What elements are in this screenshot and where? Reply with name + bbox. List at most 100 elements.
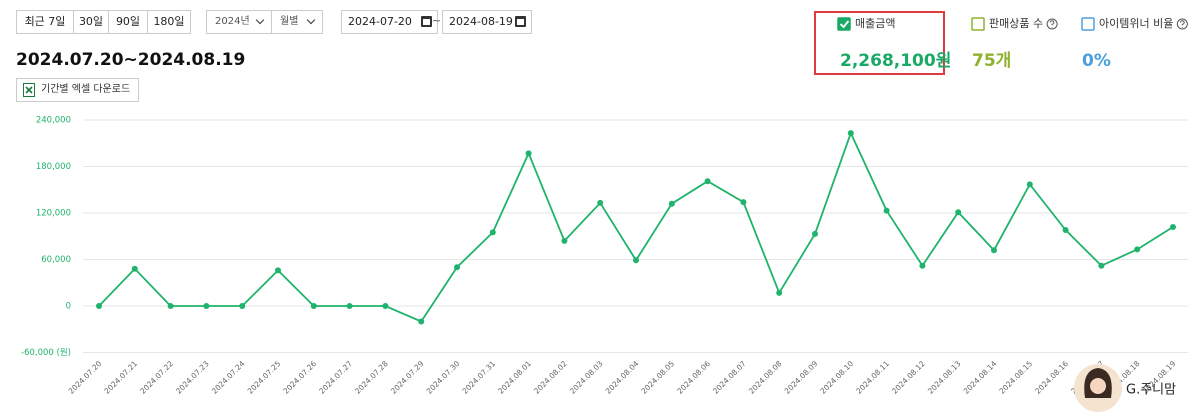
y-tick-label: 240,000 <box>36 116 71 126</box>
data-point <box>704 178 711 185</box>
data-point <box>561 237 568 244</box>
x-tick-label: 2024.08.12 <box>890 359 927 396</box>
y-tick-label: 180,000 <box>36 162 71 172</box>
data-point <box>740 199 747 206</box>
help-icon <box>1176 18 1188 30</box>
period-button[interactable]: 30일 <box>73 10 109 34</box>
help-icon-glyph <box>1180 20 1185 28</box>
data-point <box>131 265 138 272</box>
date-separator: ~ <box>432 14 442 27</box>
x-tick-label: 2024.07.28 <box>353 359 390 396</box>
data-point <box>239 303 246 309</box>
data-point <box>633 257 639 264</box>
data-point <box>382 303 389 309</box>
x-tick-label: 2024.07.25 <box>246 359 283 396</box>
x-tick-label: 2024.08.15 <box>997 359 1034 396</box>
x-tick-label: 2024.07.30 <box>425 359 462 396</box>
checkbox <box>1081 17 1095 31</box>
end-date[interactable]: 2024-08-19 <box>442 10 532 34</box>
watermark-text: G.주니맘 <box>1126 383 1176 398</box>
calendar-icon <box>421 16 432 27</box>
x-tick-label: 2024.08.11 <box>854 359 891 396</box>
help-icon <box>1046 18 1058 30</box>
x-tick-label: 2024.07.26 <box>281 359 318 396</box>
check-mark <box>839 20 850 29</box>
x-tick-label: 2024.08.05 <box>639 359 676 396</box>
data-point <box>454 264 460 271</box>
x-tick-label: 2024.07.22 <box>138 359 175 396</box>
data-point <box>883 207 890 214</box>
x-tick-label: 2024.08.14 <box>962 359 999 396</box>
unit-select[interactable]: 월별 <box>271 10 323 34</box>
x-tick-label: 2024.08.03 <box>568 359 605 396</box>
x-tick-label: 2024.07.29 <box>389 359 426 396</box>
y-tick-label: 120,000 <box>36 209 71 219</box>
excel-icon <box>23 83 35 97</box>
x-tick-label: 2024.07.31 <box>460 359 497 396</box>
y-tick-label: 60,000 <box>41 255 71 265</box>
x-tick-label: 2024.08.04 <box>604 359 641 396</box>
metric-checkbox[interactable] <box>971 17 985 31</box>
data-point <box>1170 223 1176 230</box>
highlight-box <box>814 11 945 75</box>
metric-value: 2,268,100원 <box>840 51 951 71</box>
x-tick-label: 2024.08.16 <box>1033 359 1070 396</box>
x-tick-label: 2024.07.23 <box>174 359 211 396</box>
data-point <box>1062 227 1069 234</box>
data-point <box>1026 181 1033 188</box>
data-point <box>668 200 675 207</box>
metric-value: 0% <box>1082 51 1111 71</box>
calendar-icon <box>515 16 526 27</box>
x-tick-label: 2024.08.09 <box>783 359 820 396</box>
checkbox <box>837 17 851 31</box>
data-point <box>525 150 532 157</box>
metric-label: 판매상품 수 <box>989 17 1043 30</box>
data-point <box>597 199 604 206</box>
start-date-text: 2024-07-20 <box>348 15 412 28</box>
y-tick-label: 0 <box>66 302 71 312</box>
data-point <box>310 303 317 309</box>
data-point <box>346 303 353 309</box>
period-button[interactable]: 최근 7일 <box>16 10 74 34</box>
metric-label: 아이템위너 비율 <box>1099 17 1173 30</box>
excel-download-text: 기간별 엑셀 다운로드 <box>41 84 131 95</box>
excel-download-button[interactable]: 기간별 엑셀 다운로드 <box>16 78 140 102</box>
x-tick-label: 2024.08.10 <box>818 359 855 396</box>
data-point <box>167 303 174 309</box>
period-button[interactable]: 90일 <box>108 10 148 34</box>
data-point <box>1098 262 1105 269</box>
help-icon-glyph <box>1049 20 1055 28</box>
x-tick-label: 2024.08.07 <box>711 359 748 396</box>
data-point <box>1134 246 1141 253</box>
data-point <box>418 318 425 325</box>
unit-select-text: 월별 <box>280 16 299 27</box>
data-point <box>847 130 854 137</box>
data-point <box>776 289 783 296</box>
x-tick-label: 2024.07.21 <box>102 359 139 396</box>
metric-label: 매출금액 <box>855 17 895 30</box>
data-point <box>96 303 102 309</box>
data-point <box>275 267 281 274</box>
start-date[interactable]: 2024-07-20 <box>341 10 438 34</box>
checkbox <box>971 17 985 31</box>
x-tick-label: 2024.08.06 <box>675 359 712 396</box>
data-point <box>991 247 997 254</box>
data-point <box>489 229 496 236</box>
year-select-text: 2024년 <box>215 16 250 27</box>
period-title: 2024.07.20~2024.08.19 <box>16 50 246 70</box>
metric-value: 75개 <box>972 51 1011 71</box>
x-tick-label: 2024.07.24 <box>210 359 247 396</box>
series-line <box>98 130 1174 323</box>
metric-checkbox[interactable] <box>1081 17 1095 31</box>
x-tick-label: 2024.08.08 <box>747 359 784 396</box>
x-tick-label: 2024.07.27 <box>317 359 354 396</box>
metric-checkbox[interactable] <box>837 17 851 31</box>
period-button[interactable]: 180일 <box>147 10 191 34</box>
data-point <box>203 303 210 309</box>
data-point <box>955 209 962 216</box>
end-date-text: 2024-08-19 <box>449 15 513 28</box>
data-point <box>919 262 926 269</box>
x-tick-label: 2024.08.01 <box>496 359 533 396</box>
x-tick-label: 2024.07.20 <box>67 359 104 396</box>
